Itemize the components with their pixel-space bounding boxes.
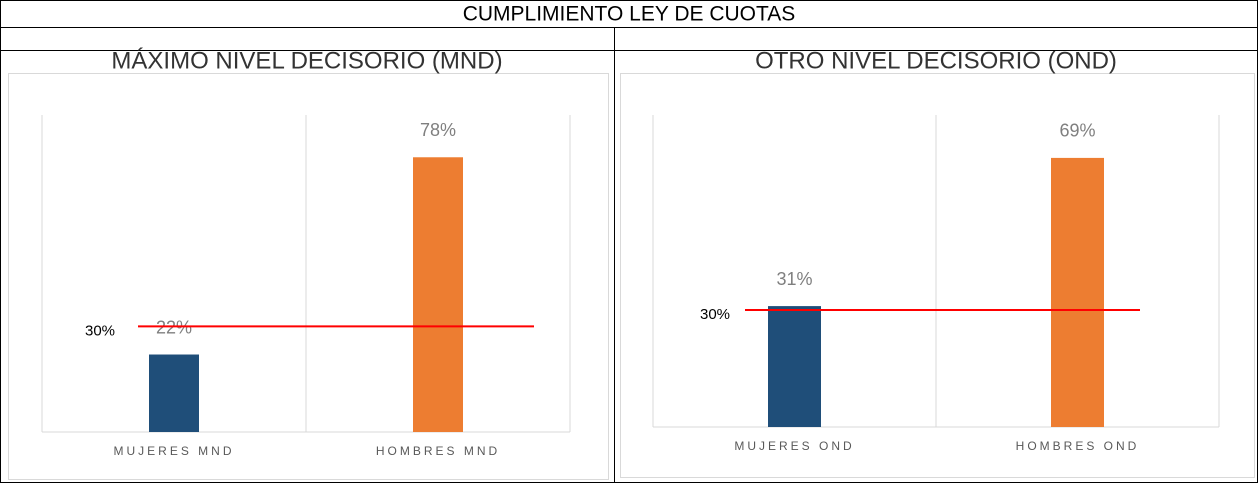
chart-title: MÁXIMO NIVEL DECISORIO (MND) <box>111 47 502 74</box>
x-tick-label: HOMBRES OND <box>1016 439 1140 453</box>
bar <box>149 354 199 432</box>
x-tick-label: MUJERES OND <box>734 439 854 453</box>
bar <box>768 306 821 427</box>
chart-title: OTRO NIVEL DECISORIO (OND) <box>755 47 1117 74</box>
data-label: 31% <box>776 269 812 289</box>
reference-label: 30% <box>85 322 115 339</box>
reference-label: 30% <box>700 306 730 323</box>
data-label: 78% <box>420 120 456 140</box>
data-label: 69% <box>1059 121 1095 141</box>
x-tick-label: HOMBRES MND <box>376 444 500 458</box>
bar <box>1051 157 1104 427</box>
chart-frame <box>620 73 1255 478</box>
page-title: CUMPLIMIENTO LEY DE CUOTAS <box>463 3 796 26</box>
x-tick-label: MUJERES MND <box>113 444 234 458</box>
bar <box>413 157 463 432</box>
chart-frame <box>8 73 609 480</box>
